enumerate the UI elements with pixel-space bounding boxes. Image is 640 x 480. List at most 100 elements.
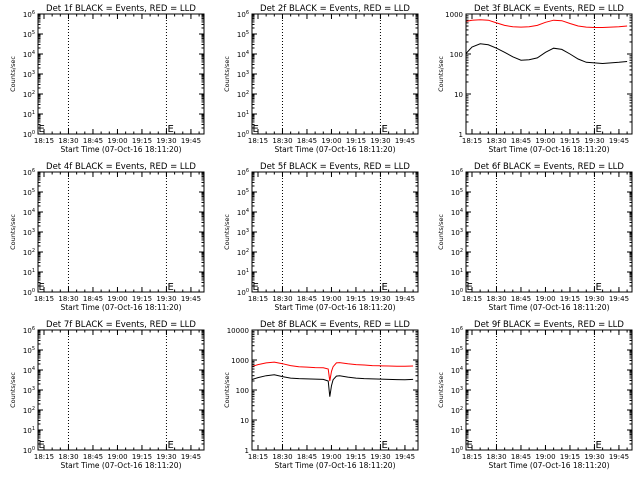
y-tick-label: 102: [23, 90, 35, 99]
series-line-2: [252, 374, 414, 397]
y-axis-label: Counts/sec: [437, 372, 445, 408]
plot-frame: [37, 329, 205, 451]
x-tick-label: 19:15: [346, 453, 366, 461]
x-tick-label: 19:45: [395, 295, 415, 303]
y-tick-label: 100: [237, 288, 249, 297]
x-tick-label: 18:30: [486, 453, 506, 461]
y-tick-label: 105: [237, 30, 249, 39]
x-tick-label: 18:30: [58, 137, 78, 145]
y-tick-label: 100: [451, 288, 463, 297]
x-tick-label: 19:00: [535, 137, 555, 145]
x-axis-label: Start Time (07-Oct-16 18:11:20): [60, 461, 181, 470]
y-tick-label: 101: [451, 268, 463, 277]
plot-frame: [251, 13, 419, 135]
plot-frame: [37, 171, 205, 293]
x-axis-label: Start Time (07-Oct-16 18:11:20): [274, 145, 395, 154]
y-tick-label: 104: [23, 50, 35, 59]
x-tick-label: 18:45: [83, 137, 103, 145]
x-tick-label: 18:30: [58, 453, 78, 461]
event-marker: E: [252, 124, 258, 135]
x-tick-label: 19:00: [321, 137, 341, 145]
panel-title: Det 2f BLACK = Events, RED = LLD: [260, 4, 410, 14]
x-tick-label: 19:15: [346, 295, 366, 303]
plot-frame: [37, 13, 205, 135]
panel-title: Det 1f BLACK = Events, RED = LLD: [46, 4, 196, 14]
y-tick-label: 10000: [227, 327, 249, 335]
x-tick-label: 18:15: [462, 137, 482, 145]
x-tick-label: 19:00: [107, 295, 127, 303]
y-tick-label: 106: [23, 326, 35, 335]
y-axis-label: Counts/sec: [437, 214, 445, 250]
event-marker: E: [38, 440, 44, 451]
x-tick-label: 19:00: [107, 137, 127, 145]
x-axis-label: Start Time (07-Oct-16 18:11:20): [488, 461, 609, 470]
x-tick-label: 19:30: [370, 137, 390, 145]
y-tick-label: 101: [237, 268, 249, 277]
x-tick-label: 19:45: [609, 453, 629, 461]
series-line-1: [466, 19, 628, 28]
y-tick-label: 103: [237, 70, 249, 79]
y-tick-label: 100: [450, 51, 463, 59]
x-tick-label: 18:30: [272, 137, 292, 145]
y-axis-label: Counts/sec: [437, 56, 445, 92]
x-tick-label: 18:30: [486, 295, 506, 303]
x-axis-label: Start Time (07-Oct-16 18:11:20): [274, 303, 395, 312]
plot-frame: [465, 171, 633, 293]
x-tick-label: 19:15: [560, 453, 580, 461]
y-axis-label: Counts/sec: [9, 214, 17, 250]
y-tick-label: 102: [237, 248, 249, 257]
panel-title: Det 6f BLACK = Events, RED = LLD: [474, 162, 624, 172]
series-group: [466, 19, 628, 65]
y-tick-label: 105: [23, 188, 35, 197]
x-tick-label: 19:45: [395, 453, 415, 461]
y-axis-label: Counts/sec: [9, 372, 17, 408]
y-tick-label: 105: [23, 346, 35, 355]
y-tick-label: 100: [237, 130, 249, 139]
y-tick-label: 106: [237, 168, 249, 177]
x-tick-label: 19:00: [321, 295, 341, 303]
x-tick-label: 19:00: [107, 453, 127, 461]
y-tick-label: 104: [451, 208, 463, 217]
panel-title: Det 7f BLACK = Events, RED = LLD: [46, 320, 196, 330]
y-tick-label: 100: [236, 387, 249, 395]
y-tick-label: 103: [23, 228, 35, 237]
x-tick-label: 18:45: [511, 453, 531, 461]
x-axis-label: Start Time (07-Oct-16 18:11:20): [274, 461, 395, 470]
x-tick-label: 18:15: [248, 453, 268, 461]
y-tick-label: 104: [237, 208, 249, 217]
x-tick-label: 18:30: [486, 137, 506, 145]
y-tick-label: 103: [23, 386, 35, 395]
x-tick-label: 19:15: [132, 295, 152, 303]
x-tick-label: 19:45: [395, 137, 415, 145]
y-tick-label: 1: [459, 131, 463, 139]
x-axis-label: Start Time (07-Oct-16 18:11:20): [488, 145, 609, 154]
y-tick-label: 104: [23, 366, 35, 375]
x-tick-label: 18:15: [34, 295, 54, 303]
y-tick-label: 103: [23, 70, 35, 79]
y-axis-label: Counts/sec: [223, 214, 231, 250]
series-line-1: [252, 361, 414, 382]
y-tick-label: 106: [237, 10, 249, 19]
y-tick-label: 102: [23, 406, 35, 415]
y-tick-label: 104: [451, 366, 463, 375]
y-tick-label: 1: [245, 447, 249, 455]
y-tick-label: 103: [451, 386, 463, 395]
x-tick-label: 19:45: [609, 295, 629, 303]
y-tick-label: 1000: [445, 11, 463, 19]
panel-title: Det 5f BLACK = Events, RED = LLD: [260, 162, 410, 172]
series-line-2: [466, 43, 628, 65]
x-tick-label: 18:45: [511, 295, 531, 303]
x-tick-label: 18:45: [297, 137, 317, 145]
event-marker: E: [466, 440, 472, 451]
x-tick-label: 19:45: [181, 137, 201, 145]
x-tick-label: 19:30: [370, 453, 390, 461]
x-tick-label: 19:00: [321, 453, 341, 461]
x-axis-label: Start Time (07-Oct-16 18:11:20): [60, 145, 181, 154]
event-marker: E: [167, 124, 173, 135]
y-tick-label: 106: [23, 168, 35, 177]
detector-panel-3: Det 3f BLACK = Events, RED = LLD E 1 10 100 1…: [437, 4, 633, 154]
event-marker: E: [595, 124, 601, 135]
